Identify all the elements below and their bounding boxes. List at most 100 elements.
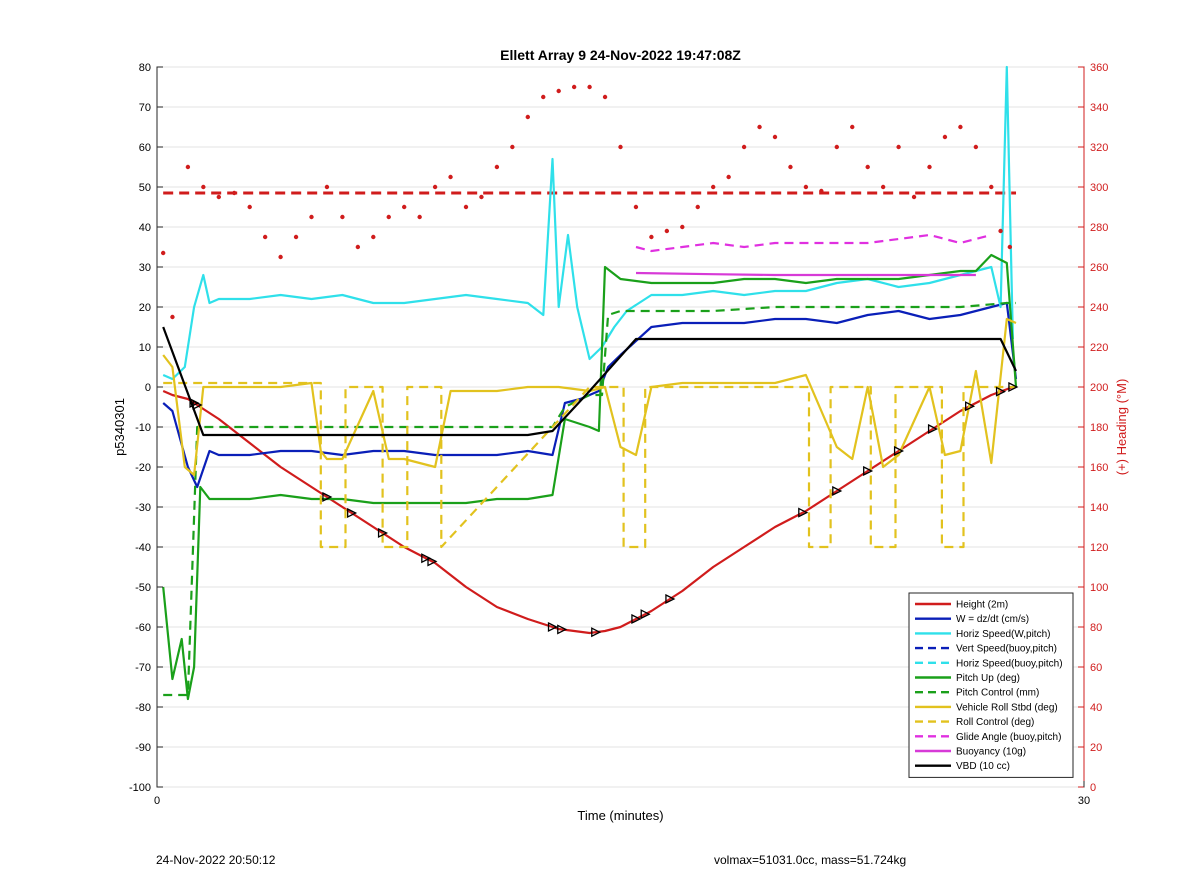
y-tick-label: 80 [139,62,151,74]
series-layer [160,65,1019,701]
heading-point [911,194,917,200]
height-marker [421,553,432,564]
y-tick-label: 60 [139,142,151,154]
heading-point [998,228,1003,234]
y2-tick-label: 0 [1090,782,1096,794]
series-line-0 [162,385,1014,635]
legend-label: Pitch Up (deg) [956,673,1020,684]
heading-point [232,190,237,196]
heading-point [262,234,268,240]
heading-point [927,164,932,170]
heading-point [309,214,314,220]
footer-timestamp: 24-Nov-2022 20:50:12 [156,853,276,867]
heading-point [896,144,901,150]
y2-tick-label: 160 [1090,462,1108,474]
axes-layer: 80706050403020100-10-20-30-40-50-60-70-8… [129,62,1108,807]
y2-tick-label: 280 [1090,222,1108,234]
legend-label: W = dz/dt (cm/s) [956,614,1029,625]
height-marker [893,445,905,457]
y-tick-label: -90 [135,742,151,754]
heading-point [649,234,654,240]
y2-tick-label: 260 [1090,262,1108,274]
heading-point [1007,244,1013,250]
y-tick-label: -80 [135,702,151,714]
heading-point [571,84,577,90]
heading-point [741,144,747,150]
height-marker [832,485,843,497]
y-tick-label: 20 [139,302,151,314]
heading-point [525,114,530,120]
heading-point [278,254,283,260]
height-marker [192,399,203,411]
legend-label: Horiz Speed(W,pitch) [956,629,1050,640]
legend-label: Buoyancy (10g) [956,747,1026,758]
heading-point [556,88,561,94]
heading-point [355,244,361,250]
y2-tick-label: 180 [1090,422,1108,434]
height-marker [557,624,568,635]
heading-point [865,164,870,170]
series-line-6 [163,381,1016,549]
heading-point [417,214,422,220]
height-marker [377,527,389,539]
y2-tick-label: 60 [1090,662,1102,674]
y-tick-label: -100 [129,782,151,794]
y-tick-label: -50 [135,582,151,594]
heading-point [371,234,376,240]
y-axis-label: p5340301 [112,398,127,456]
heading-point [340,214,345,220]
y-tick-label: -20 [135,462,151,474]
series-line-2 [162,65,1014,381]
height-marker [1008,381,1019,393]
height-marker [427,556,438,567]
y-tick-label: -70 [135,662,151,674]
heading-point [479,194,484,200]
height-marker [631,613,642,625]
heading-point [432,184,438,190]
series-line-9 [162,326,1017,437]
heading-point [989,184,994,190]
x-tick-label: 30 [1078,795,1090,807]
y-tick-label: 40 [139,222,151,234]
heading-point [293,234,299,240]
heading-point [618,144,623,150]
legend-label: Pitch Control (mm) [956,688,1039,699]
height-marker [798,507,809,518]
heading-point [463,204,469,210]
height-marker [665,593,676,605]
heading-point [711,184,716,190]
height-marker [927,423,939,435]
y2-tick-label: 100 [1090,582,1108,594]
heading-point [664,228,670,234]
height-marker [591,627,602,638]
heading-point [942,134,948,140]
y-tick-label: 0 [145,382,151,394]
heading-point [726,174,731,180]
chart-title: Ellett Array 9 24-Nov-2022 19:47:08Z [500,47,741,63]
y2-tick-label: 80 [1090,622,1102,634]
y2-tick-label: 300 [1090,182,1108,194]
heading-point [247,204,252,210]
heading-point [772,134,778,140]
height-marker [347,507,358,519]
heading-point [834,144,839,150]
heading-point [160,250,166,256]
heading-point [170,314,175,320]
footer-volmax-mass: volmax=51031.0cc, mass=51.724kg [714,853,907,867]
heading-point [541,94,546,100]
legend: Height (2m) W = dz/dt (cm/s) Horiz Speed(W… [908,592,1074,778]
heading-point [201,184,206,190]
y2-tick-label: 240 [1090,302,1108,314]
legend-label: Vehicle Roll Stbd (deg) [956,702,1058,713]
height-marker [995,386,1007,397]
y2-tick-label: 200 [1090,382,1108,394]
heading-point [324,184,330,190]
y2-tick-label: 220 [1090,342,1108,354]
y2-tick-label: 320 [1090,142,1108,154]
x-axis-label: Time (minutes) [577,808,663,823]
heading-point [695,204,700,210]
y-tick-label: 70 [139,102,151,114]
heading-point [448,174,453,180]
heading-point [757,124,762,130]
heading-point [958,124,963,130]
